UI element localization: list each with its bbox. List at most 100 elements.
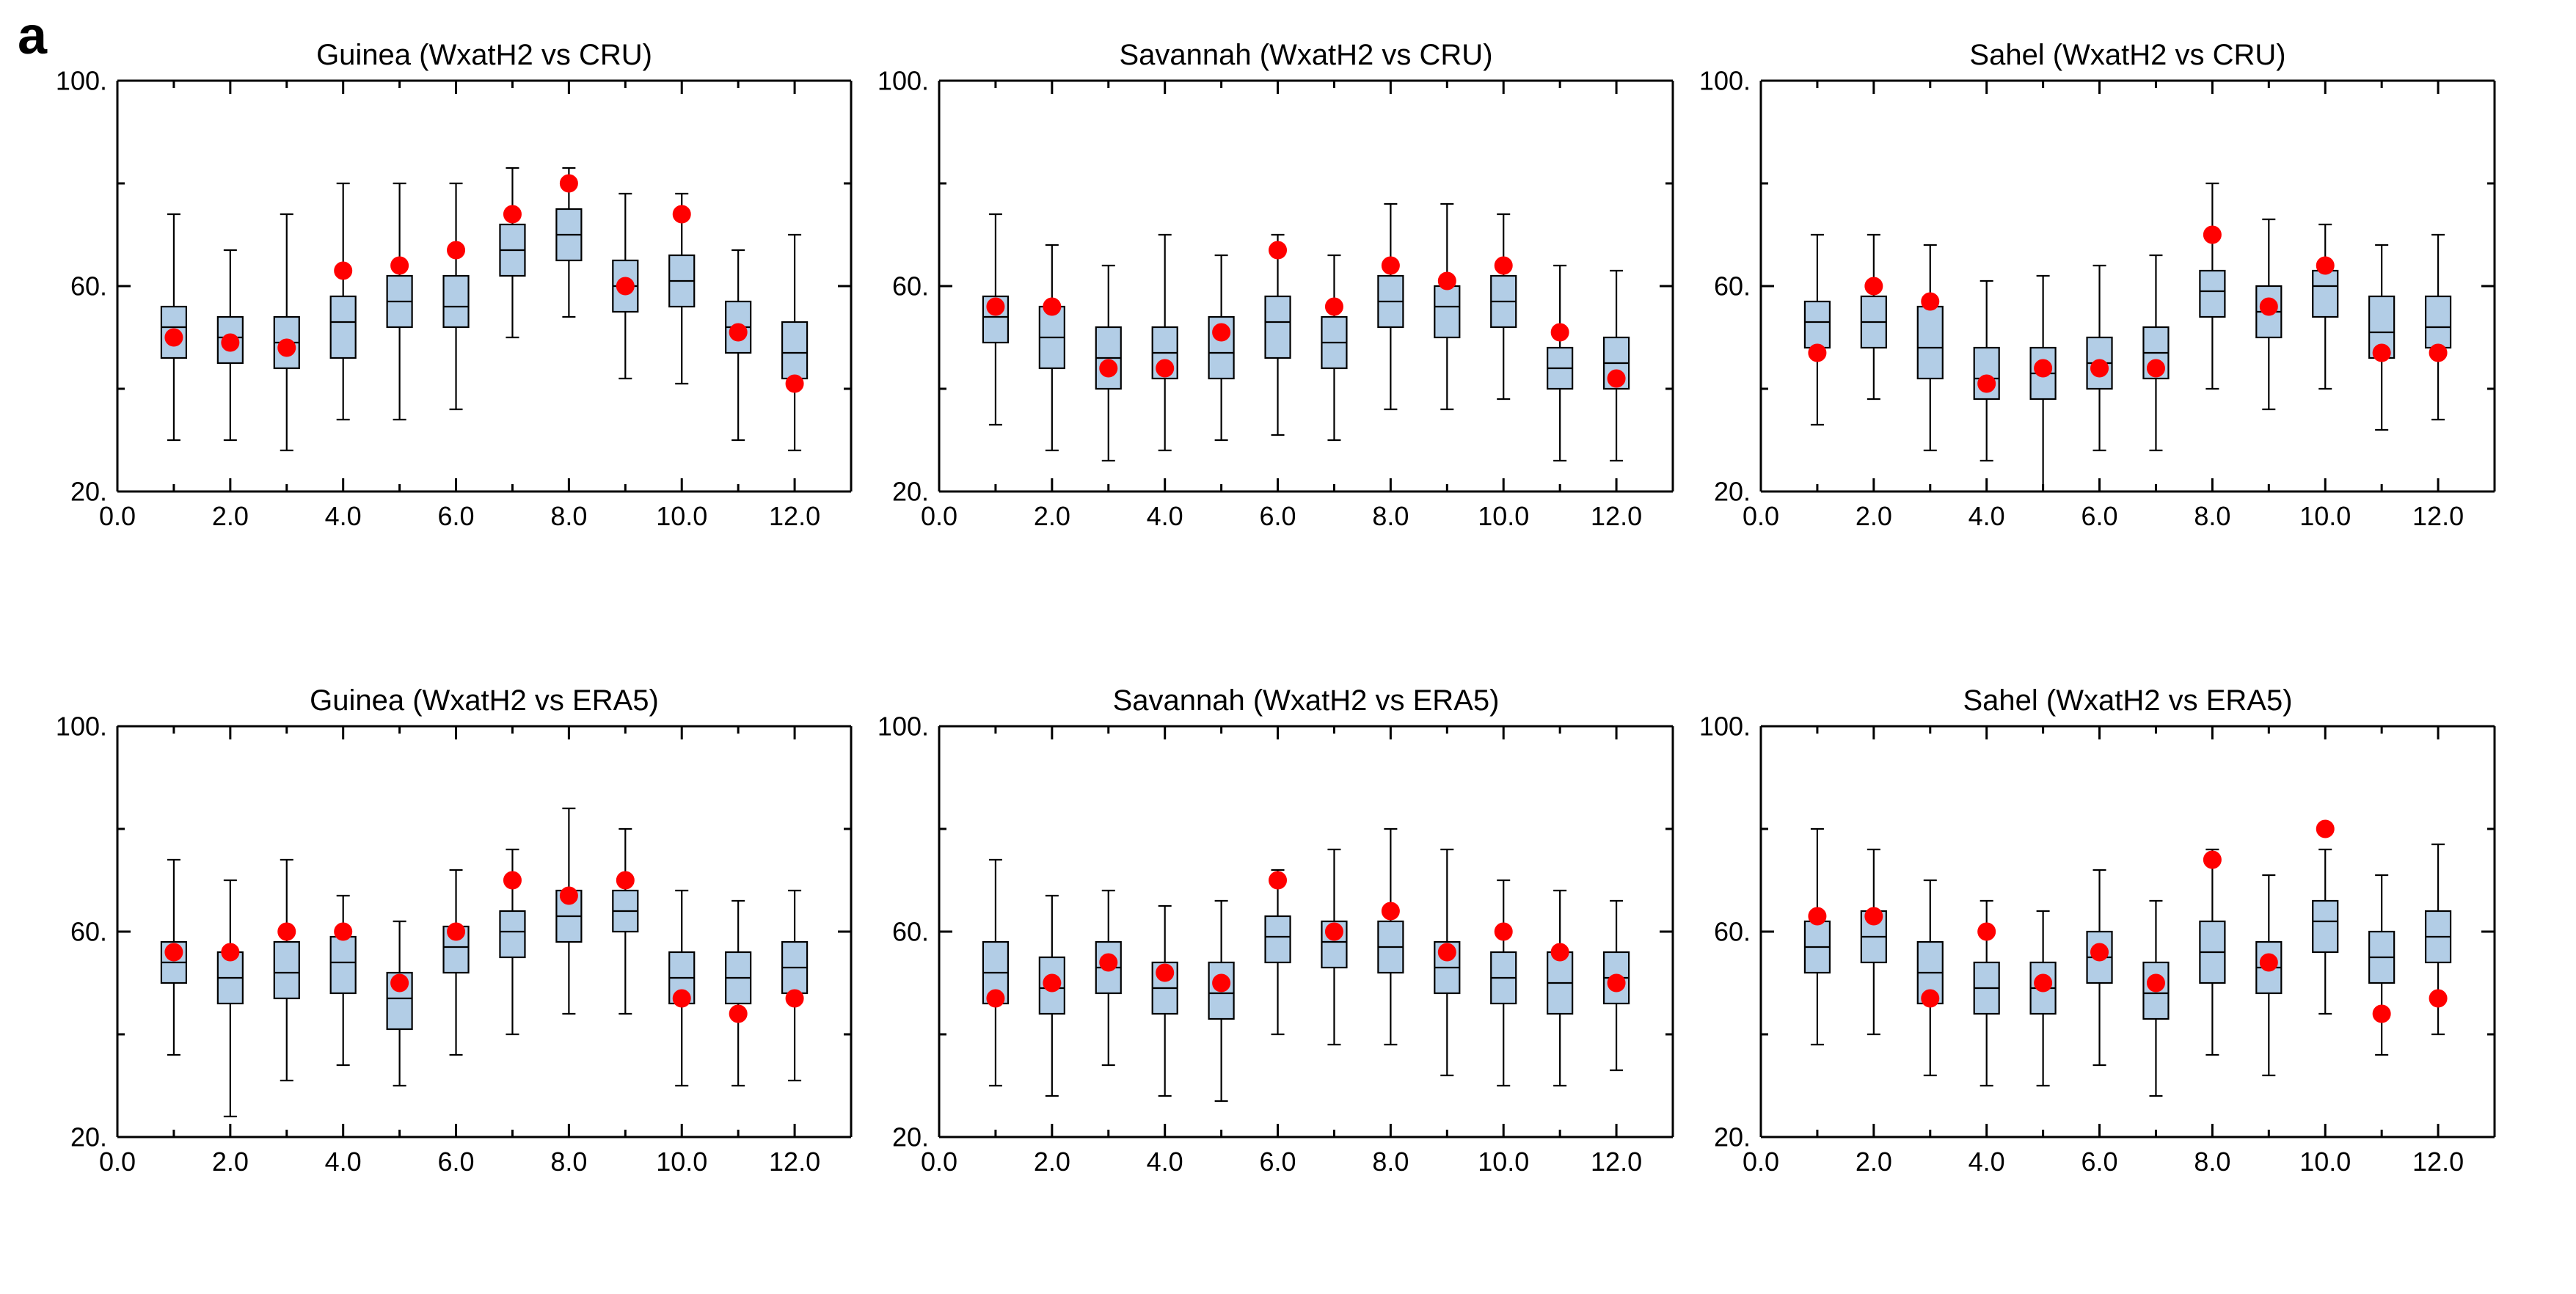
marker-point: [1865, 907, 1883, 925]
boxplot-box: [444, 276, 469, 327]
xtick-label: 10.0: [1478, 501, 1529, 531]
marker-point: [2203, 851, 2221, 869]
ytick-label: 100.: [56, 712, 107, 742]
panel-title: Savannah (WxatH2 vs ERA5): [1113, 684, 1500, 717]
ytick-label: 100.: [877, 712, 929, 742]
marker-point: [1438, 943, 1456, 961]
marker-point: [1043, 298, 1061, 315]
marker-point: [2260, 298, 2277, 315]
ytick-label: 60.: [892, 271, 929, 301]
marker-point: [616, 277, 634, 295]
xtick-label: 10.0: [656, 1147, 707, 1177]
marker-point: [987, 298, 1004, 315]
marker-point: [448, 923, 465, 940]
ytick-label: 60.: [70, 271, 107, 301]
marker-point: [1269, 241, 1287, 259]
ytick-label: 100.: [56, 66, 107, 96]
marker-point: [2260, 954, 2277, 971]
marker-point: [278, 339, 296, 357]
panel: Sahel (WxatH2 vs CRU)0.02.04.06.08.010.0…: [1699, 39, 2495, 531]
marker-point: [2035, 359, 2052, 377]
marker-point: [1213, 324, 1230, 341]
marker-point: [1325, 298, 1343, 315]
marker-point: [1978, 923, 1996, 940]
marker-point: [786, 375, 803, 392]
xtick-label: 12.0: [1591, 501, 1642, 531]
xtick-label: 10.0: [1478, 1147, 1529, 1177]
boxplot-box: [782, 322, 807, 379]
xtick-label: 12.0: [2412, 501, 2464, 531]
marker-point: [2316, 257, 2334, 274]
marker-point: [1156, 964, 1174, 982]
marker-point: [2429, 990, 2447, 1007]
xtick-label: 12.0: [769, 501, 820, 531]
marker-point: [503, 871, 521, 889]
boxplot-box: [331, 296, 356, 358]
xtick-label: 10.0: [2299, 501, 2351, 531]
xtick-label: 12.0: [2412, 1147, 2464, 1177]
xtick-label: 2.0: [212, 1147, 249, 1177]
marker-point: [222, 334, 239, 351]
marker-point: [165, 329, 183, 346]
marker-point: [448, 241, 465, 259]
marker-point: [1043, 974, 1061, 992]
marker-point: [1269, 871, 1287, 889]
xtick-label: 4.0: [325, 1147, 362, 1177]
marker-point: [1608, 370, 1625, 387]
figure-container: a Guinea (WxatH2 vs CRU)0.02.04.06.08.01…: [0, 0, 2576, 1290]
xtick-label: 8.0: [550, 501, 587, 531]
marker-point: [729, 324, 747, 341]
boxplot-box: [1266, 296, 1291, 358]
boxplot-box: [2426, 296, 2451, 348]
ytick-label: 20.: [1714, 1122, 1751, 1152]
marker-point: [278, 923, 296, 940]
boxplot-box: [500, 911, 525, 957]
boxplot-box: [331, 937, 356, 993]
marker-point: [1495, 923, 1512, 940]
xtick-label: 2.0: [1856, 501, 1892, 531]
marker-point: [2373, 344, 2390, 362]
xtick-label: 2.0: [212, 501, 249, 531]
marker-point: [1213, 974, 1230, 992]
ytick-label: 60.: [892, 917, 929, 947]
marker-point: [2203, 226, 2221, 244]
xtick-label: 4.0: [1147, 501, 1183, 531]
ytick-label: 20.: [70, 1122, 107, 1152]
boxplot-box: [1918, 307, 1943, 379]
ytick-label: 100.: [1699, 712, 1751, 742]
marker-point: [391, 257, 409, 274]
marker-point: [2091, 943, 2109, 961]
marker-point: [335, 923, 352, 940]
xtick-label: 2.0: [1856, 1147, 1892, 1177]
ytick-label: 100.: [1699, 66, 1751, 96]
marker-point: [165, 943, 183, 961]
marker-point: [2373, 1005, 2390, 1023]
ytick-label: 100.: [877, 66, 929, 96]
marker-point: [1325, 923, 1343, 940]
marker-point: [1495, 257, 1512, 274]
xtick-label: 4.0: [1969, 501, 2005, 531]
xtick-label: 8.0: [1372, 501, 1409, 531]
marker-point: [1100, 954, 1117, 971]
xtick-label: 6.0: [1260, 501, 1296, 531]
marker-point: [1551, 324, 1569, 341]
panel-title: Guinea (WxatH2 vs ERA5): [310, 684, 659, 717]
marker-point: [2316, 820, 2334, 838]
ytick-label: 20.: [70, 477, 107, 507]
xtick-label: 6.0: [438, 1147, 475, 1177]
marker-point: [2147, 974, 2164, 992]
boxplot-box: [274, 942, 299, 998]
marker-point: [1382, 902, 1399, 920]
marker-point: [673, 990, 690, 1007]
marker-point: [2035, 974, 2052, 992]
xtick-label: 4.0: [1147, 1147, 1183, 1177]
xtick-label: 6.0: [438, 501, 475, 531]
marker-point: [1922, 990, 1939, 1007]
panel: Guinea (WxatH2 vs CRU)0.02.04.06.08.010.…: [56, 39, 851, 531]
xtick-label: 12.0: [769, 1147, 820, 1177]
marker-point: [786, 990, 803, 1007]
boxplot-box: [1266, 916, 1291, 962]
marker-point: [1809, 907, 1826, 925]
marker-point: [1438, 272, 1456, 290]
xtick-label: 10.0: [656, 501, 707, 531]
